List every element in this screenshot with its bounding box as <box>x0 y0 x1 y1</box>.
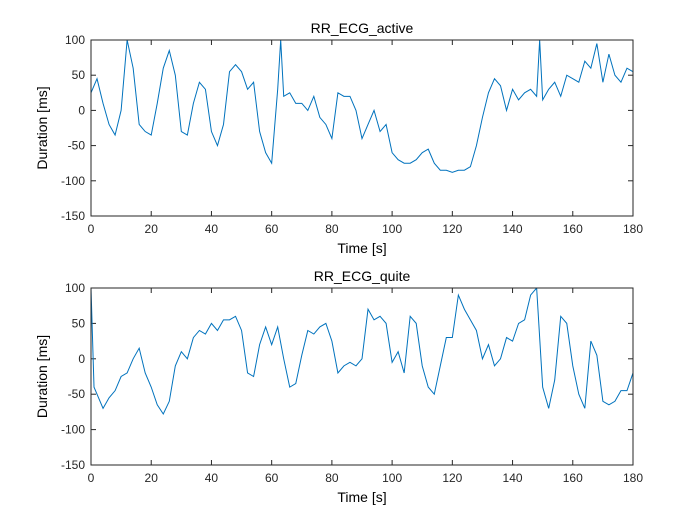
y-axis-label: Duration [ms] <box>34 335 50 418</box>
x-tick-label: 60 <box>265 222 279 236</box>
y-tick-label: -150 <box>61 209 85 223</box>
x-tick-label: 40 <box>205 222 219 236</box>
chart-title: RR_ECG_active <box>311 20 414 36</box>
y-tick-label: -50 <box>68 387 86 401</box>
x-tick-label: 80 <box>325 222 339 236</box>
x-tick-label: 100 <box>382 222 402 236</box>
axes-frame <box>90 39 634 217</box>
x-tick-label: 140 <box>503 222 523 236</box>
x-tick-label: 160 <box>563 222 583 236</box>
x-tick-label: 0 <box>88 222 95 236</box>
data-line <box>91 40 633 173</box>
x-tick-label: 120 <box>442 222 462 236</box>
x-tick-label: 140 <box>503 471 523 485</box>
y-tick-label: 100 <box>65 33 85 47</box>
y-tick-label: 100 <box>65 281 85 295</box>
y-axis-label: Duration [ms] <box>34 86 50 169</box>
y-tick-label: -100 <box>61 174 85 188</box>
y-tick-label: 50 <box>72 68 86 82</box>
x-tick-label: 160 <box>563 471 583 485</box>
x-tick-label: 80 <box>325 471 339 485</box>
x-tick-label: 180 <box>623 471 643 485</box>
x-tick-label: 180 <box>623 222 643 236</box>
plot-area <box>91 288 633 465</box>
x-axis-label: Time [s] <box>337 240 386 256</box>
x-tick-label: 20 <box>145 222 159 236</box>
x-tick-label: 60 <box>265 471 279 485</box>
chart-title: RR_ECG_quite <box>314 268 411 284</box>
y-tick-label: 0 <box>78 352 85 366</box>
y-tick-label: -150 <box>61 458 85 472</box>
x-tick-label: 120 <box>442 471 462 485</box>
axes: 0 20 40 60 80 100 120 140 160 180 -150 -100 -50 0 50 10… <box>34 20 643 256</box>
y-tick-label: -100 <box>61 423 85 437</box>
data-line <box>91 288 633 416</box>
x-tick-label: 100 <box>382 471 402 485</box>
axes: 0 20 40 60 80 100 120 140 160 180 -150 -100 -50 0 50 10… <box>34 268 643 505</box>
x-axis-label: Time [s] <box>337 489 386 505</box>
x-tick-label: 20 <box>145 471 159 485</box>
y-tick-label: -50 <box>68 139 86 153</box>
plot-area <box>91 40 633 216</box>
x-tick-label: 40 <box>205 471 219 485</box>
axes-frame <box>90 287 634 466</box>
y-tick-label: 0 <box>78 103 85 117</box>
x-tick-label: 0 <box>88 471 95 485</box>
y-tick-label: 50 <box>72 316 86 330</box>
